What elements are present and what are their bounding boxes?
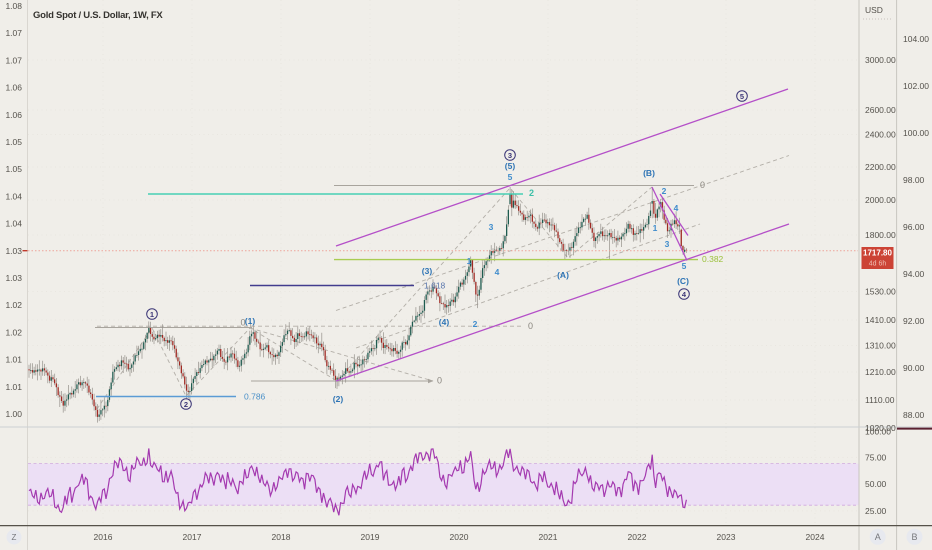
svg-text:1.04: 1.04 bbox=[5, 219, 22, 229]
svg-text:0: 0 bbox=[240, 318, 245, 328]
svg-text:1410.00: 1410.00 bbox=[865, 315, 896, 325]
svg-text:1: 1 bbox=[467, 256, 472, 266]
svg-text:1800.00: 1800.00 bbox=[865, 230, 896, 240]
svg-text:2017: 2017 bbox=[183, 532, 202, 542]
svg-text:88.00: 88.00 bbox=[903, 410, 925, 420]
svg-text:0: 0 bbox=[528, 321, 533, 331]
svg-text:2022: 2022 bbox=[628, 532, 647, 542]
svg-text:1.06: 1.06 bbox=[5, 110, 22, 120]
svg-text:0.382: 0.382 bbox=[702, 254, 724, 264]
svg-text:50.00: 50.00 bbox=[865, 479, 887, 489]
svg-text:(C): (C) bbox=[677, 276, 689, 286]
svg-text:92.00: 92.00 bbox=[903, 316, 925, 326]
svg-text:A: A bbox=[875, 532, 881, 542]
svg-text:0.786: 0.786 bbox=[244, 392, 266, 402]
svg-text:96.00: 96.00 bbox=[903, 222, 925, 232]
svg-text:(B): (B) bbox=[643, 168, 655, 178]
svg-text:2: 2 bbox=[184, 400, 188, 409]
svg-text:1.08: 1.08 bbox=[5, 1, 22, 11]
svg-text:98.00: 98.00 bbox=[903, 175, 925, 185]
svg-text:2020: 2020 bbox=[450, 532, 469, 542]
svg-text:Z: Z bbox=[12, 533, 17, 542]
svg-text:4d 6h: 4d 6h bbox=[869, 260, 887, 267]
svg-text:2016: 2016 bbox=[94, 532, 113, 542]
svg-text:1.00: 1.00 bbox=[5, 409, 22, 419]
svg-text:100.00: 100.00 bbox=[903, 128, 929, 138]
svg-text:0: 0 bbox=[700, 180, 705, 190]
svg-text:94.00: 94.00 bbox=[903, 269, 925, 279]
svg-text:2018: 2018 bbox=[272, 532, 291, 542]
svg-text:(4): (4) bbox=[439, 317, 450, 327]
svg-text:1530.00: 1530.00 bbox=[865, 287, 896, 297]
svg-text:104.00: 104.00 bbox=[903, 34, 929, 44]
svg-text:(1): (1) bbox=[245, 316, 256, 326]
svg-text:5: 5 bbox=[682, 261, 687, 271]
svg-text:1.02: 1.02 bbox=[5, 300, 22, 310]
svg-text:1.05: 1.05 bbox=[5, 137, 22, 147]
svg-text:1110.00: 1110.00 bbox=[865, 395, 895, 405]
svg-text:2200.00: 2200.00 bbox=[865, 162, 896, 172]
svg-text:USD: USD bbox=[865, 5, 883, 15]
svg-text:2400.00: 2400.00 bbox=[865, 130, 896, 140]
svg-text:4: 4 bbox=[682, 290, 687, 299]
svg-text:2023: 2023 bbox=[717, 532, 736, 542]
svg-text:2019: 2019 bbox=[361, 532, 380, 542]
svg-text:100.00: 100.00 bbox=[865, 426, 891, 436]
svg-text:1020.00: 1020.00 bbox=[865, 423, 896, 433]
svg-text:3: 3 bbox=[665, 239, 670, 249]
svg-text:5: 5 bbox=[740, 92, 744, 101]
svg-text:1310.00: 1310.00 bbox=[865, 341, 896, 351]
svg-text:25.00: 25.00 bbox=[865, 506, 887, 516]
svg-text:1.03: 1.03 bbox=[5, 246, 22, 256]
svg-text:1: 1 bbox=[150, 310, 154, 319]
svg-text:2: 2 bbox=[529, 188, 534, 198]
svg-text:(5): (5) bbox=[505, 161, 516, 171]
svg-text:3: 3 bbox=[508, 151, 512, 160]
svg-text:5: 5 bbox=[508, 172, 513, 182]
svg-text:(A): (A) bbox=[557, 270, 569, 280]
svg-text:B: B bbox=[911, 532, 917, 542]
svg-text:2600.00: 2600.00 bbox=[865, 105, 896, 115]
svg-text:1.05: 1.05 bbox=[5, 164, 22, 174]
svg-text:1717.80: 1717.80 bbox=[863, 248, 892, 257]
svg-text:1.07: 1.07 bbox=[5, 55, 22, 65]
svg-text:1.02: 1.02 bbox=[5, 327, 22, 337]
svg-text:1.07: 1.07 bbox=[5, 28, 22, 38]
svg-text:3: 3 bbox=[489, 222, 494, 232]
svg-text:1.03: 1.03 bbox=[5, 273, 22, 283]
svg-text:1.01: 1.01 bbox=[5, 382, 22, 392]
svg-text:(2): (2) bbox=[333, 394, 344, 404]
svg-text:(3): (3) bbox=[422, 266, 433, 276]
svg-text:1: 1 bbox=[653, 223, 658, 233]
svg-text:2: 2 bbox=[473, 319, 478, 329]
svg-text:2021: 2021 bbox=[539, 532, 558, 542]
svg-text:1210.00: 1210.00 bbox=[865, 367, 896, 377]
svg-text:2000.00: 2000.00 bbox=[865, 195, 896, 205]
svg-text:1.06: 1.06 bbox=[5, 83, 22, 93]
svg-text:0: 0 bbox=[437, 376, 442, 386]
svg-text:90.00: 90.00 bbox=[903, 363, 925, 373]
svg-text:3000.00: 3000.00 bbox=[865, 55, 896, 65]
svg-text:1.01: 1.01 bbox=[5, 355, 22, 365]
svg-text:1.618: 1.618 bbox=[424, 281, 446, 291]
svg-text:2024: 2024 bbox=[806, 532, 825, 542]
svg-text:4: 4 bbox=[674, 203, 679, 213]
svg-text:75.00: 75.00 bbox=[865, 452, 887, 462]
svg-text:102.00: 102.00 bbox=[903, 81, 929, 91]
svg-text:2: 2 bbox=[662, 186, 667, 196]
svg-text:4: 4 bbox=[495, 267, 500, 277]
svg-text:1.04: 1.04 bbox=[5, 191, 22, 201]
svg-text:Gold Spot / U.S. Dollar, 1W, F: Gold Spot / U.S. Dollar, 1W, FX bbox=[33, 10, 163, 21]
